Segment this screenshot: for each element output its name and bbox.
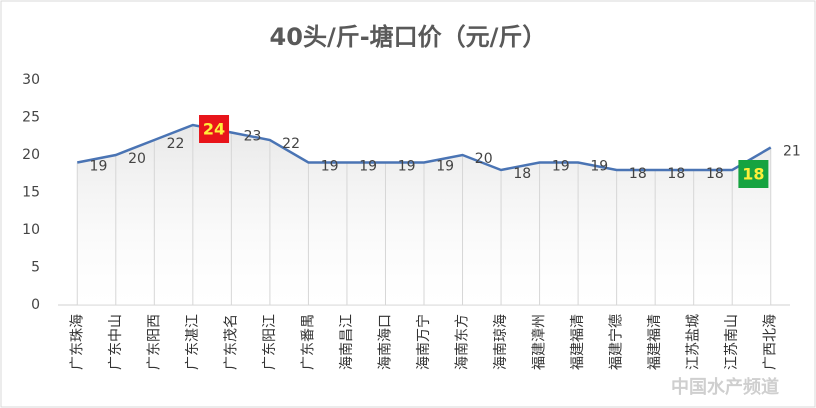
x-tick-label: 江苏盐城 [686, 314, 702, 370]
watermark: 中国水产频道 [671, 376, 779, 398]
data-label: 19 [552, 159, 570, 175]
data-label: 24 [203, 120, 225, 139]
y-tick-label: 30 [22, 72, 40, 88]
data-label: 19 [359, 159, 377, 175]
x-tick-label: 广东阳西 [146, 314, 162, 370]
data-label: 22 [167, 136, 185, 152]
label-box [199, 115, 230, 143]
x-tick-label: 海南琼海 [493, 314, 509, 370]
x-tick-label: 福建福清 [647, 314, 663, 370]
data-label: 22 [282, 136, 300, 152]
data-label: 19 [590, 159, 608, 175]
x-tick-label: 广西北海 [763, 314, 779, 370]
x-tick-label: 广东阳江 [262, 314, 278, 370]
data-label: 18 [513, 166, 531, 182]
series-line [77, 123, 772, 172]
data-label: 18 [667, 166, 685, 182]
x-tick-label: 福建宁德 [608, 314, 625, 370]
x-tick-label: 广东番禺 [300, 314, 316, 370]
x-tick-label: 福建漳州 [531, 314, 548, 370]
x-tick-label: 广东中山 [108, 314, 124, 370]
data-label: 23 [244, 129, 262, 145]
y-tick-label: 15 [22, 185, 40, 201]
data-label: 21 [783, 144, 801, 160]
x-tick-label: 海南万宁 [415, 314, 432, 370]
data-label: 18 [742, 165, 764, 184]
x-tick-label: 广东珠海 [69, 314, 85, 370]
x-tick-label: 广东茂名 [222, 314, 239, 370]
data-label: 20 [475, 151, 493, 167]
y-tick-label: 0 [31, 297, 40, 313]
y-tick-label: 25 [22, 110, 40, 126]
x-tick-label: 江苏南山 [724, 314, 740, 370]
y-tick-label: 5 [31, 260, 40, 276]
x-tick-label: 海南海口 [377, 314, 393, 370]
data-label: 20 [128, 151, 146, 167]
x-tick-label: 福建福清 [570, 314, 586, 370]
chart-title: 40头/斤-塘口价（元/斤） [270, 23, 547, 51]
data-label: 19 [436, 159, 454, 175]
x-tick-label: 海南昌江 [339, 314, 355, 370]
y-tick-label: 20 [22, 147, 40, 163]
data-label: 19 [398, 159, 416, 175]
data-label: 19 [321, 159, 339, 175]
label-box [738, 160, 769, 188]
data-label: 19 [90, 159, 108, 175]
data-label: 18 [629, 166, 647, 182]
data-label: 18 [706, 166, 724, 182]
x-tick-label: 海南东方 [455, 314, 471, 370]
x-tick-label: 广东湛江 [185, 314, 201, 370]
y-tick-label: 10 [22, 222, 40, 238]
